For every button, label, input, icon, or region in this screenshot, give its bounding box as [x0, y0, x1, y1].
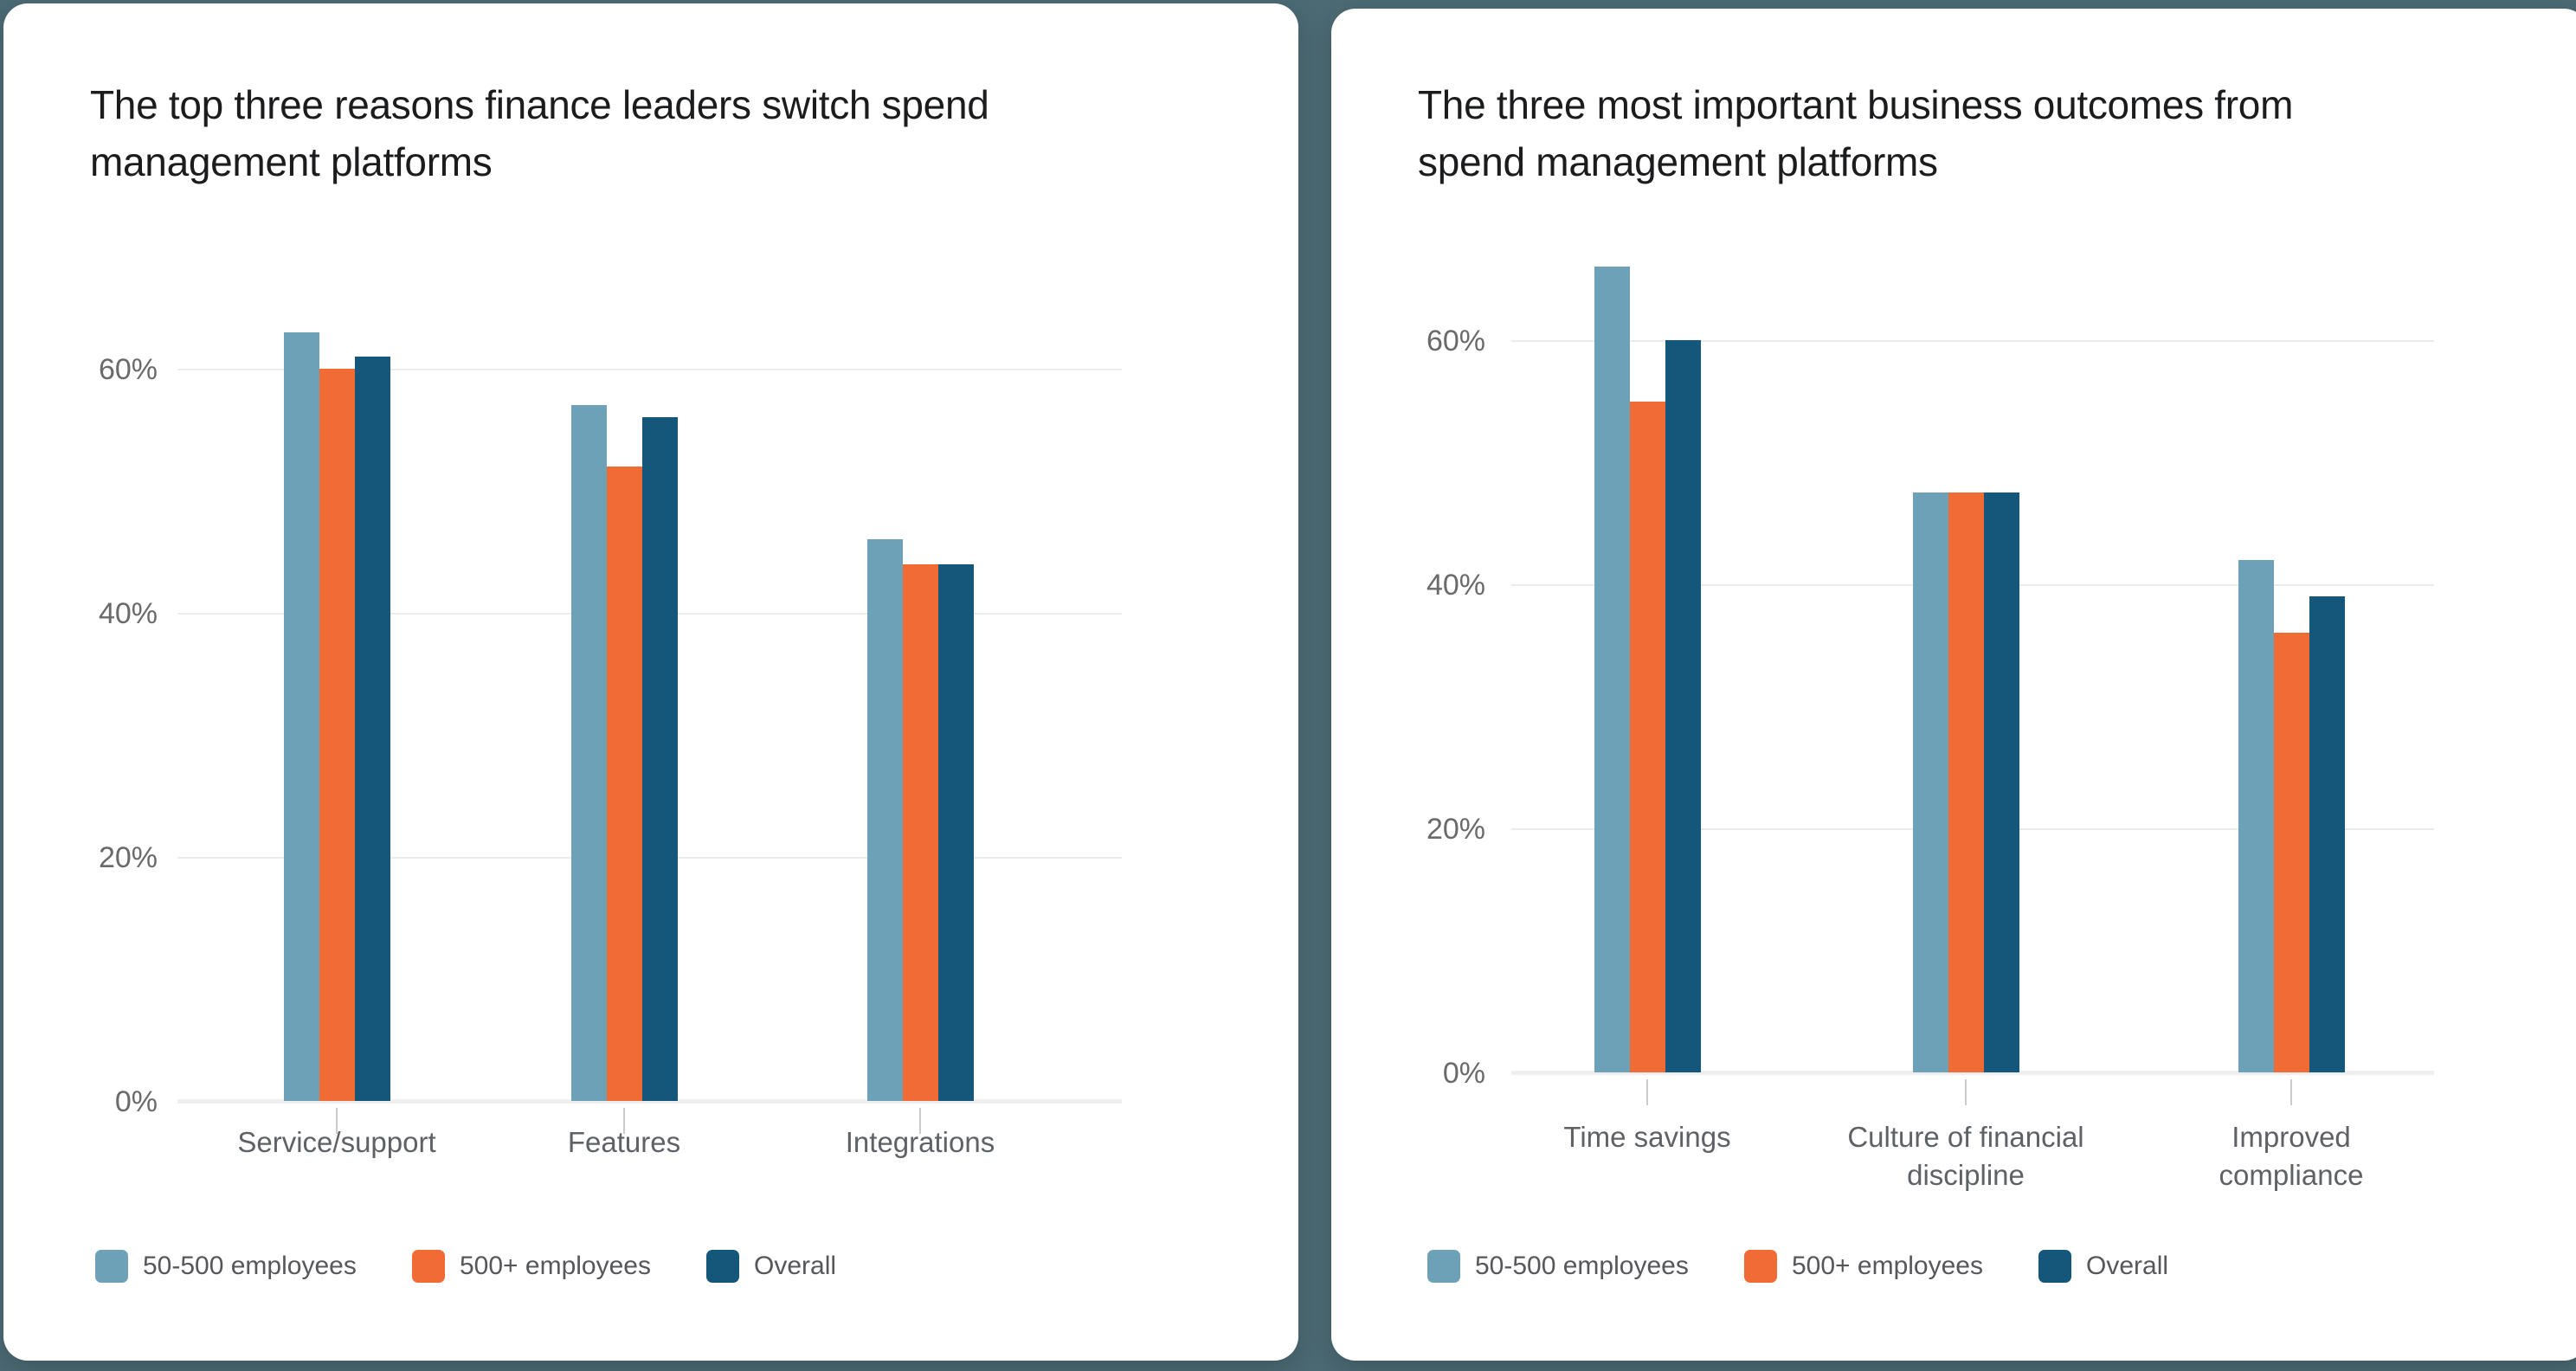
bar-50-500-employees-features [570, 405, 607, 1101]
x-axis-label-service-support: Service/support [237, 1126, 436, 1158]
bar-overall-culture-of-financial-discipline [1983, 492, 2019, 1072]
x-tick-mark-improved-compliance [2290, 1079, 2292, 1105]
legend-swatch-500-employees [412, 1250, 445, 1283]
legend-label-50-500-employees: 50-500 employees [143, 1252, 357, 1280]
bar-overall-improved-compliance [2309, 596, 2345, 1072]
x-tick-mark-time-savings [1646, 1079, 1648, 1105]
legend-swatch-500-employees [1744, 1250, 1777, 1283]
x-tick-mark-service-support [336, 1108, 338, 1134]
chart-title-switch-reasons: The top three reasons finance leaders sw… [90, 82, 989, 184]
bar-50-500-employees-service-support [283, 331, 319, 1101]
x-tick-mark-features [623, 1108, 625, 1134]
bar-500-employees-features [606, 466, 642, 1101]
y-tick-label-20: 20% [98, 841, 158, 874]
legend-item-500-employees: 500+ employees [1744, 1250, 1983, 1283]
gridline-60 [1511, 340, 2434, 342]
bar-overall-features [641, 417, 678, 1101]
gridline-60 [177, 369, 1122, 370]
legend-item-500-employees: 500+ employees [412, 1250, 651, 1283]
bar-500-employees-service-support [319, 369, 355, 1101]
y-tick-label-40: 40% [98, 597, 158, 630]
legend-swatch-overall [2038, 1250, 2071, 1283]
y-tick-label-0: 0% [1442, 1057, 1485, 1090]
legend-label-overall: Overall [754, 1252, 837, 1280]
card-switch-reasons: The top three reasons finance leaders sw… [3, 3, 1298, 1361]
y-tick-label-40: 40% [1426, 569, 1485, 602]
legend-swatch-50-500-employees [1427, 1250, 1460, 1283]
bar-50-500-employees-culture-of-financial-discipline [1912, 492, 1948, 1072]
legend-item-overall: Overall [706, 1250, 836, 1283]
bar-overall-service-support [354, 356, 390, 1101]
legend-swatch-50-500-employees [95, 1250, 128, 1283]
bar-50-500-employees-time-savings [1594, 267, 1630, 1072]
legend-label-overall: Overall [2086, 1252, 2169, 1280]
legend-label-500-employees: 500+ employees [460, 1252, 651, 1280]
legend-swatch-overall [706, 1250, 739, 1283]
legend-item-overall: Overall [2038, 1250, 2168, 1283]
y-tick-label-0: 0% [114, 1085, 158, 1118]
bar-500-employees-culture-of-financial-discipline [1948, 492, 1984, 1072]
legend-item-50-500-employees: 50-500 employees [1427, 1250, 1689, 1283]
bar-500-employees-improved-compliance [2273, 633, 2309, 1072]
x-axis-label-features: Features [567, 1126, 681, 1158]
x-tick-mark-integrations [919, 1108, 921, 1134]
chart-title-business-outcomes: The three most important business outcom… [1418, 82, 2294, 184]
bar-500-employees-time-savings [1629, 401, 1665, 1072]
x-tick-mark-culture-of-financial-discipline [1965, 1079, 1967, 1105]
bar-overall-integrations [937, 563, 974, 1101]
legend-item-50-500-employees: 50-500 employees [95, 1250, 357, 1283]
bar-chart-business-outcomes: 0% 20% 40% 60% Time savings Culture of financ… [1331, 9, 2576, 1361]
x-axis-label-improved-compliance: Improved compliance [2219, 1121, 2364, 1191]
bar-500-employees-integrations [902, 563, 938, 1101]
bar-50-500-employees-improved-compliance [2238, 559, 2274, 1072]
y-tick-label-60: 60% [98, 353, 158, 386]
bar-chart-switch-reasons: 0% 20% 40% 60% Service/support Features Integr… [3, 3, 1298, 1361]
x-axis-line [177, 1099, 1122, 1104]
legend-label-500-employees: 500+ employees [1792, 1252, 1983, 1280]
bar-overall-time-savings [1665, 340, 1701, 1072]
y-tick-label-20: 20% [1426, 813, 1485, 846]
x-axis-label-culture-of-financial-discipline: Culture of financial discipline [1847, 1121, 2084, 1191]
x-axis-label-time-savings: Time savings [1563, 1121, 1731, 1153]
legend-label-50-500-employees: 50-500 employees [1475, 1252, 1689, 1280]
y-tick-label-60: 60% [1426, 325, 1485, 357]
x-axis-label-integrations: Integrations [845, 1126, 995, 1158]
bar-50-500-employees-integrations [866, 539, 903, 1101]
card-business-outcomes: The three most important business outcom… [1331, 9, 2576, 1361]
x-axis-line [1511, 1071, 2434, 1075]
